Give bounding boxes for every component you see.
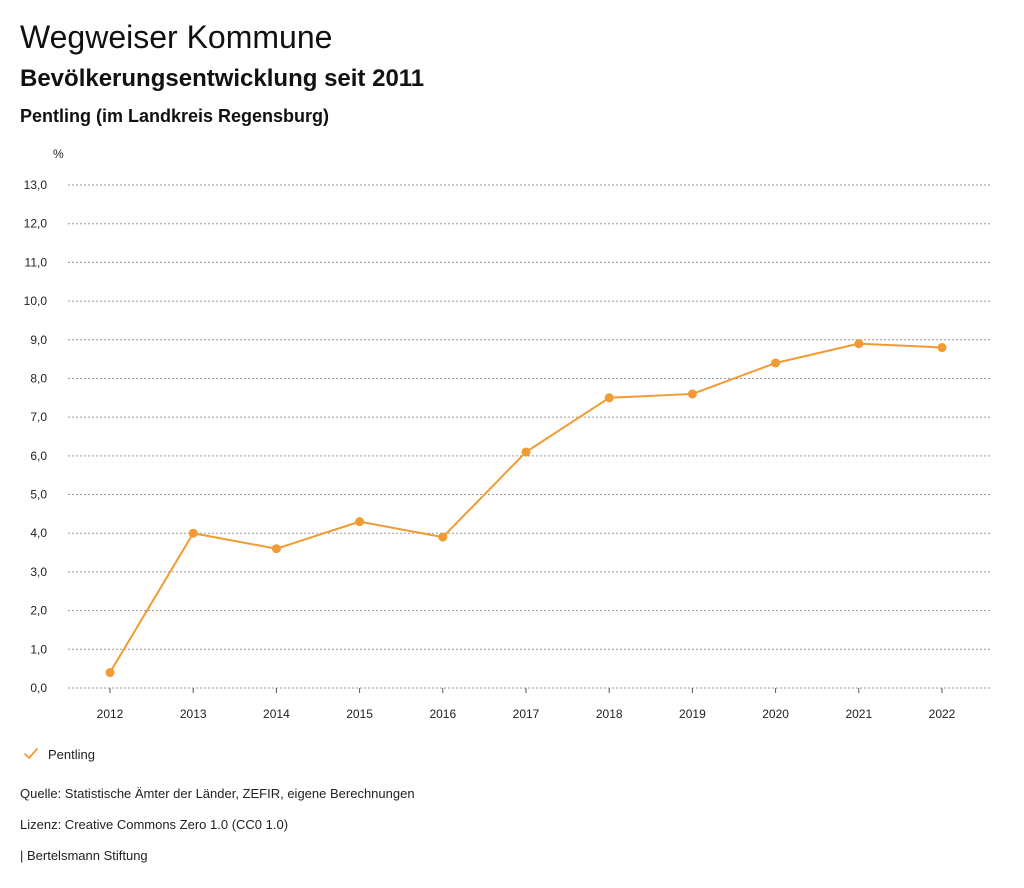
data-point[interactable]	[521, 447, 531, 457]
y-tick-label: 1,0	[30, 642, 47, 656]
y-tick-label: 0,0	[30, 681, 47, 695]
grid-lines	[68, 184, 990, 689]
x-tick-label: 2012	[97, 707, 124, 721]
y-tick-label: 2,0	[30, 604, 47, 618]
x-axis-ticks: 2012 2013 2014 2015 2016 2017 2018 2019 2020 2021…	[97, 688, 956, 721]
legend-label: Pentling	[48, 746, 95, 762]
x-tick-label: 2013	[180, 707, 207, 721]
data-point[interactable]	[771, 358, 781, 368]
x-tick-label: 2018	[596, 707, 623, 721]
y-tick-label: 7,0	[30, 410, 47, 424]
y-tick-label: 3,0	[30, 565, 47, 579]
y-axis-unit: %	[53, 147, 64, 161]
y-tick-label: 8,0	[30, 371, 47, 385]
y-axis-ticks: 0,0 1,0 2,0 3,0 4,0 5,0 6,0 7,0 8,0 9,0 10,0 11,0 12…	[24, 178, 48, 695]
x-tick-label: 2017	[513, 707, 540, 721]
data-point[interactable]	[438, 532, 448, 542]
legend-item-pentling[interactable]: Pentling	[22, 744, 95, 764]
data-point[interactable]	[188, 528, 198, 538]
x-tick-label: 2016	[429, 707, 456, 721]
data-point[interactable]	[854, 339, 864, 349]
publisher-note: | Bertelsmann Stiftung	[20, 848, 148, 863]
x-tick-label: 2014	[263, 707, 290, 721]
data-point[interactable]	[105, 668, 115, 678]
x-tick-label: 2015	[346, 707, 373, 721]
data-point[interactable]	[687, 389, 697, 399]
data-point[interactable]	[937, 343, 947, 353]
license-note: Lizenz: Creative Commons Zero 1.0 (CC0 1…	[20, 817, 289, 832]
data-point[interactable]	[271, 544, 281, 554]
y-tick-label: 9,0	[30, 333, 47, 347]
y-tick-label: 5,0	[30, 488, 47, 502]
x-tick-label: 2021	[845, 707, 872, 721]
x-tick-label: 2019	[679, 707, 706, 721]
source-note: Quelle: Statistische Ämter der Länder, Z…	[20, 786, 415, 801]
data-point[interactable]	[604, 393, 614, 403]
y-tick-label: 13,0	[24, 178, 48, 192]
chart-subtitle: Bevölkerungsentwicklung seit 2011	[20, 65, 425, 92]
x-tick-label: 2022	[929, 707, 956, 721]
y-tick-label: 10,0	[24, 294, 48, 308]
page-title: Wegweiser Kommune	[20, 19, 333, 55]
y-tick-label: 4,0	[30, 526, 47, 540]
series-line	[109, 342, 943, 674]
line-chart: % 0,0 1,0 2,0 3,0 4,0 5,0 6,0 7,0 8,0 9,0 10,0 11,0…	[24, 147, 990, 721]
series-pentling	[105, 339, 947, 678]
data-point[interactable]	[355, 517, 365, 527]
checkmark-icon	[22, 745, 40, 763]
y-tick-label: 12,0	[24, 217, 48, 231]
location-label: Pentling (im Landkreis Regensburg)	[20, 106, 330, 126]
y-tick-label: 6,0	[30, 449, 47, 463]
y-tick-label: 11,0	[25, 255, 48, 269]
x-tick-label: 2020	[762, 707, 789, 721]
